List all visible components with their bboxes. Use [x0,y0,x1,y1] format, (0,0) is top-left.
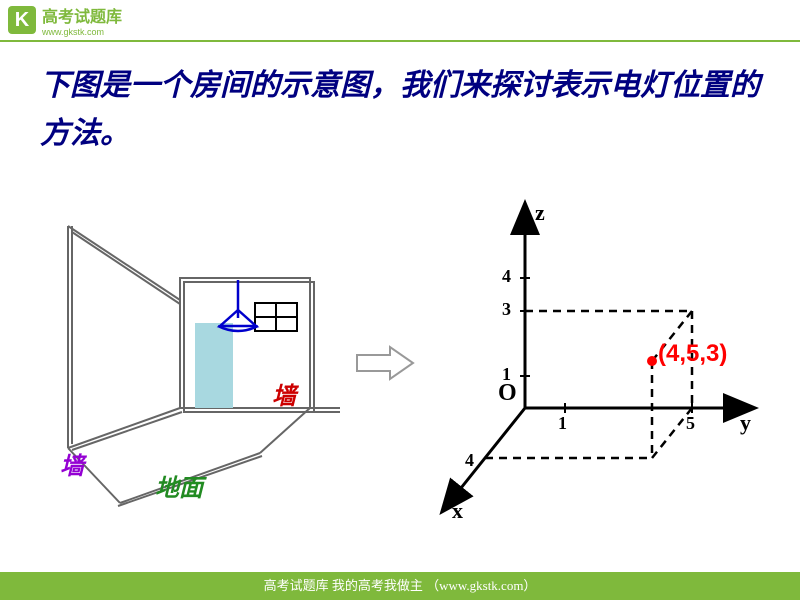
z-tick-3: 3 [502,299,511,320]
z-tick-4: 4 [502,266,511,287]
site-title: 高考试题库 [42,3,122,27]
z-tick-1: 1 [502,364,511,385]
room-svg [60,218,340,508]
y-axis-label: y [740,410,751,436]
room-diagram: 墙 墙 地面 [60,218,340,508]
y-tick-1: 1 [558,413,567,434]
logo-icon: K [8,6,36,34]
site-url: www.gkstk.com [42,27,122,37]
floor-label: 地面 [155,468,203,503]
coord-diagram: z y x O 1 3 4 1 5 4 (4,5,3) [430,198,760,528]
x-axis-label: x [452,498,463,524]
wall2-label: 墙 [272,376,296,411]
diagrams-row: 墙 墙 地面 z y x O 1 3 4 1 5 4 (4,5,3) [40,198,760,528]
arrow-icon [355,343,415,383]
main-text: 下图是一个房间的示意图，我们来探讨表示电灯位置的方法。 [40,62,760,158]
x-tick-4: 4 [465,450,474,471]
y-tick-5: 5 [686,413,695,434]
z-axis-label: z [535,200,545,226]
point-label: (4,5,3) [658,340,727,368]
header: K 高考试题库 www.gkstk.com [0,0,800,42]
footer: 高考试题库 我的高考我做主 （www.gkstk.com） [0,572,800,600]
wall1-label: 墙 [60,446,84,481]
logo-text-wrap: 高考试题库 www.gkstk.com [42,3,122,37]
content-area: 下图是一个房间的示意图，我们来探讨表示电灯位置的方法。 墙 墙 地面 z y x… [0,42,800,548]
